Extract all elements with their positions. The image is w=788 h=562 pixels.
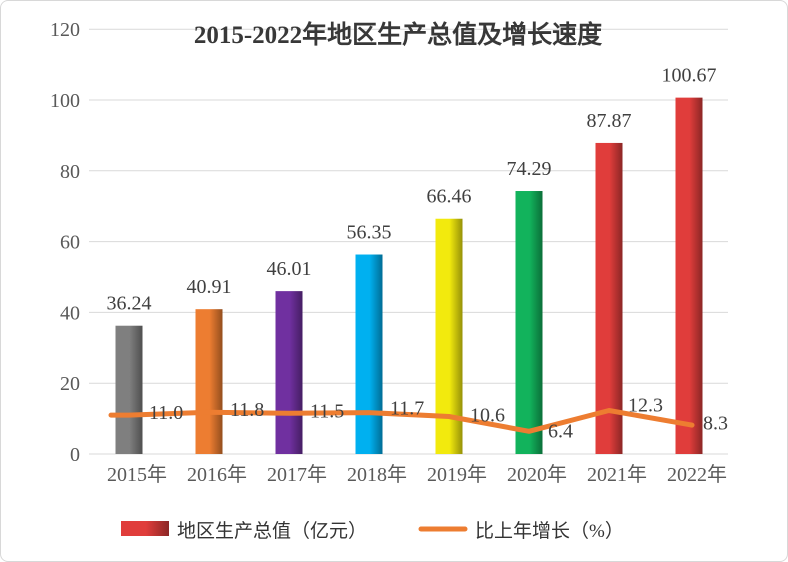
line-value-label: 11.5 [310, 400, 344, 422]
bar-2018年 [355, 254, 383, 454]
x-axis-label: 2022年 [667, 463, 727, 486]
bar-value-label: 56.35 [347, 222, 392, 244]
legend-bar-swatch [121, 521, 169, 536]
bar-value-label: 36.24 [107, 293, 152, 315]
legend-line-label: 比上年增长（%） [475, 520, 624, 542]
bar-2022年 [675, 97, 703, 454]
y-axis-tick: 0 [70, 444, 80, 466]
plot-area: 0 20 40 60 80 100 120 36.24 40.91 46.01 56.35 66.46… [50, 19, 728, 486]
y-axis-tick: 40 [60, 302, 80, 324]
x-axis-label: 2021年 [587, 463, 647, 486]
y-axis-tick: 80 [60, 161, 80, 183]
growth-line [108, 408, 695, 434]
x-axis-label: 2015年 [107, 463, 167, 486]
bar-value-label: 66.46 [427, 186, 472, 208]
bar-2020年 [515, 191, 543, 454]
y-axis-tick: 20 [60, 373, 80, 395]
line-value-label: 11.8 [230, 399, 264, 421]
y-axis-tick: 60 [60, 232, 80, 254]
x-axis-label: 2016年 [187, 463, 247, 486]
line-value-label: 6.4 [548, 420, 573, 442]
line-value-label: 11.7 [390, 398, 424, 420]
bar-2017年 [275, 291, 303, 454]
bar-2021年 [595, 142, 623, 455]
line-value-label: 12.3 [628, 394, 663, 416]
y-axis-tick: 100 [50, 90, 80, 112]
line-value-label: 8.3 [703, 413, 728, 435]
x-axis-label: 2017年 [267, 463, 327, 486]
bar-2015年 [115, 325, 143, 454]
line-value-label: 10.6 [470, 404, 505, 426]
bar-value-label: 40.91 [187, 276, 232, 298]
bar-2016年 [195, 309, 223, 454]
bar-value-label: 100.67 [662, 65, 717, 87]
x-axis-label: 2018年 [347, 463, 407, 486]
legend: 地区生产总值（亿元） 比上年增长（%） [121, 520, 624, 542]
bar-value-label: 74.29 [507, 158, 552, 180]
x-axis-label: 2019年 [427, 463, 487, 486]
line-value-label: 11.0 [149, 402, 183, 424]
x-axis-label: 2020年 [507, 463, 567, 486]
y-axis-tick: 120 [50, 19, 80, 41]
chart-title: 2015-2022年地区生产总值及增长速度 [194, 20, 602, 49]
bar-value-label: 46.01 [267, 258, 312, 280]
legend-bar-label: 地区生产总值（亿元） [177, 520, 367, 542]
bar-value-label: 87.87 [587, 110, 632, 132]
